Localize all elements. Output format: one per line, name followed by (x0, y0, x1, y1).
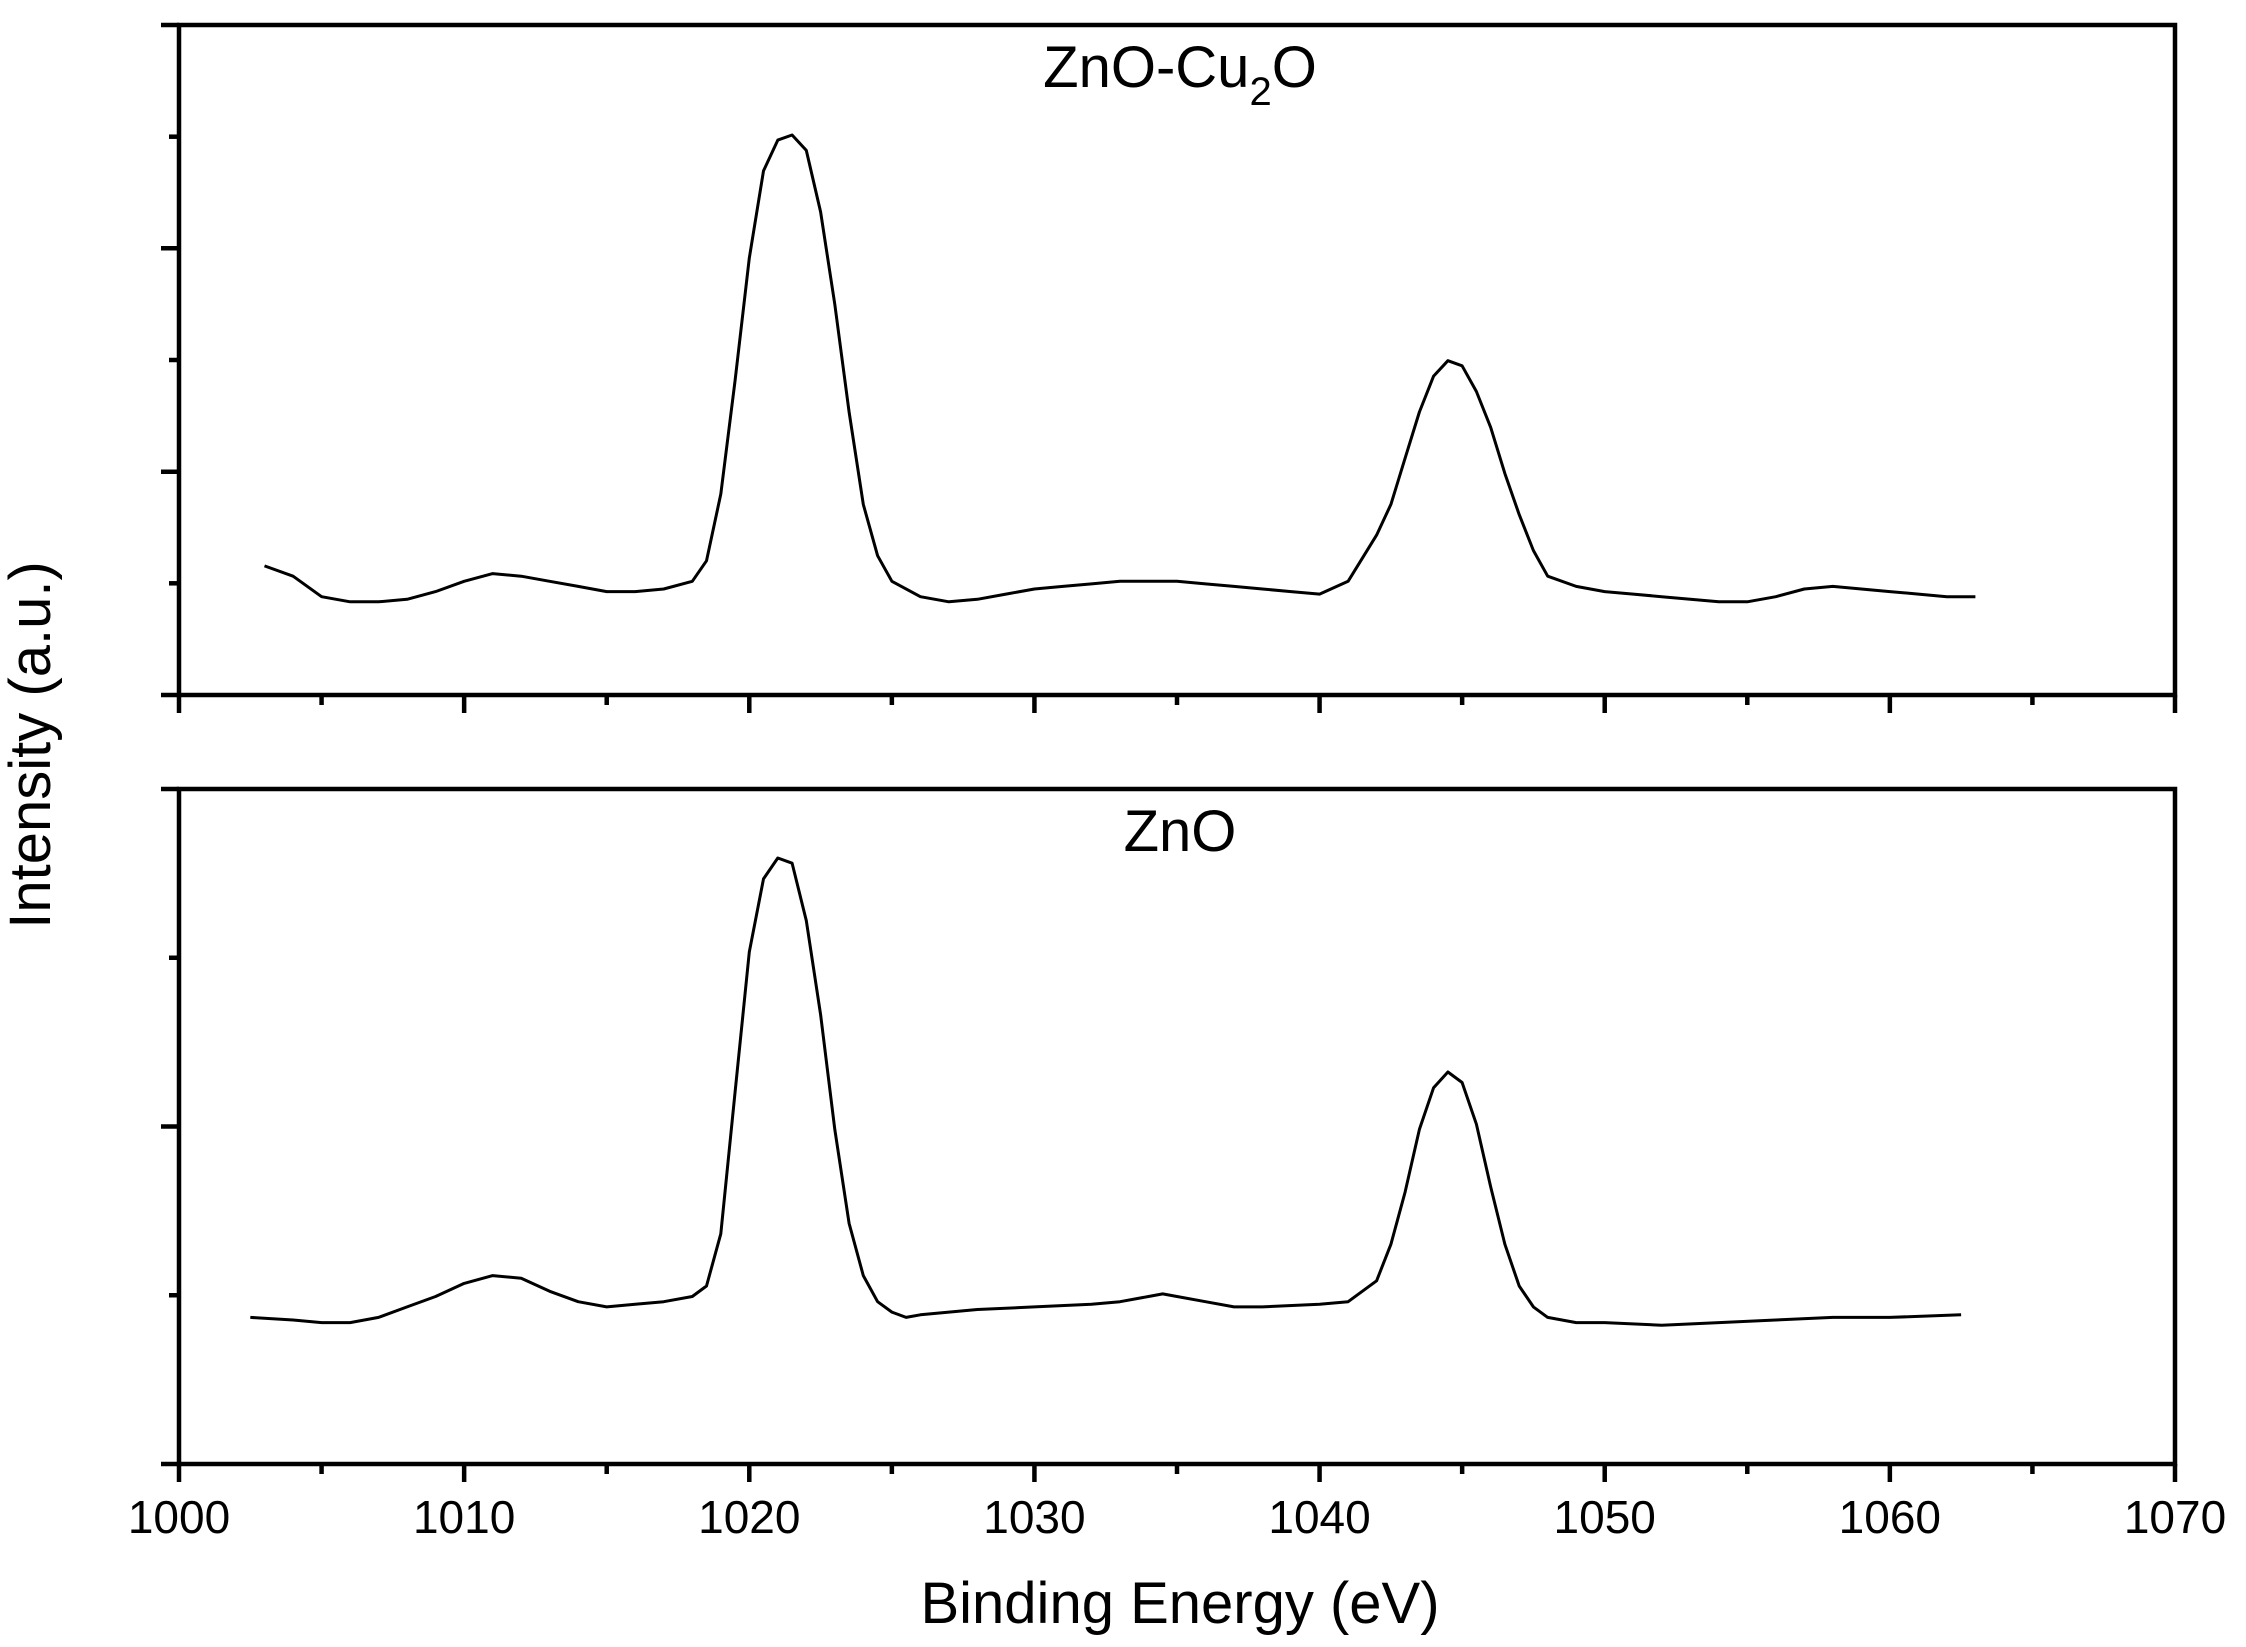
title-main: ZnO-Cu (1043, 35, 1249, 100)
panel-zno-cu2o-title: ZnO-Cu2O (1043, 35, 1317, 114)
x-tick-label: 1020 (698, 1491, 800, 1543)
x-tick-label: 1070 (2124, 1491, 2226, 1543)
panel-zno-cu2o: ZnO-Cu2O (161, 22, 2178, 713)
x-axis-title: Binding Energy (eV) (920, 1571, 1439, 1636)
x-tick-label: 1010 (413, 1491, 515, 1543)
x-tick-label: 1030 (983, 1491, 1085, 1543)
series-line-zno-cu2o (263, 133, 1976, 604)
x-tick-label: 1040 (1268, 1491, 1370, 1543)
x-tick-label: 1000 (128, 1491, 230, 1543)
title-tail: O (1272, 35, 1317, 100)
x-tick-label: 1050 (1554, 1491, 1656, 1543)
y-axis-title: Intensity (a.u.) (0, 561, 63, 928)
panel-zno-title: ZnO (1124, 799, 1237, 864)
title-subscript: 2 (1249, 70, 1271, 114)
panel-zno-cu2o-frame (176, 22, 2178, 698)
panel-zno: ZnO (161, 786, 2178, 1482)
x-tick-label: 1060 (1839, 1491, 1941, 1543)
series-line-zno (250, 856, 1962, 1327)
panel-zno-frame (176, 786, 2178, 1467)
